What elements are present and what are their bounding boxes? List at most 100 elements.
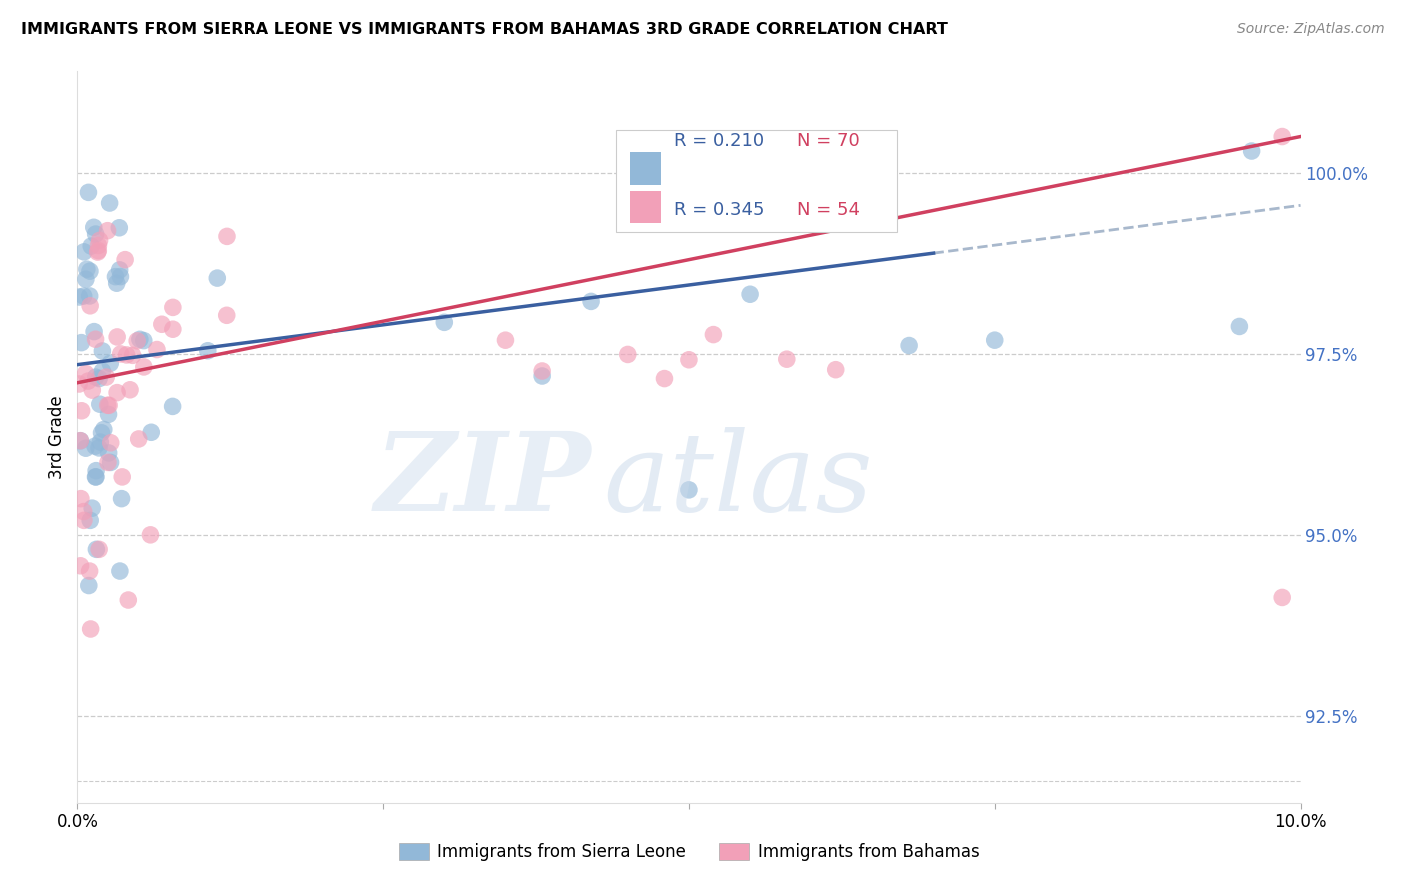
Point [82,383,104,397]
Point [1229,319,1251,334]
Point [162,400,184,414]
Point [89,397,111,411]
Point [70,491,93,506]
Text: ZIP: ZIP [374,427,591,534]
Point [132,359,155,374]
Text: N = 54: N = 54 [797,201,859,219]
Point [110,269,132,284]
Point [70,335,93,350]
Point [495,333,517,347]
Point [678,483,700,497]
Point [531,369,554,384]
Point [89,435,111,450]
Point [89,233,111,247]
Point [579,294,602,309]
Point [79,264,101,278]
Point [76,262,98,277]
Point [73,244,96,259]
Point [69,434,91,448]
Point [118,383,141,397]
Point [77,578,100,592]
Point [79,564,101,578]
Point [77,374,100,388]
Point [121,348,143,362]
Point [98,356,121,370]
Point [80,239,103,253]
Point [90,425,112,440]
Point [79,513,101,527]
Point [150,318,173,332]
Point [114,252,136,267]
Point [127,334,149,348]
Text: atlas: atlas [603,427,873,534]
Point [128,432,150,446]
Point [215,308,238,322]
Point [79,289,101,303]
Point [87,238,110,252]
Point [96,370,118,384]
Point [69,558,91,573]
Point [98,398,121,412]
Point [67,376,90,391]
Point [162,322,184,336]
Text: N = 70: N = 70 [797,132,859,151]
Point [84,227,107,241]
Point [139,528,162,542]
Point [146,343,169,357]
Point [86,245,108,260]
Point [1240,144,1263,158]
Point [97,455,120,469]
Point [98,196,121,211]
Point [617,347,640,361]
Point [115,348,138,362]
Text: R = 0.210: R = 0.210 [675,132,765,151]
Text: Source: ZipAtlas.com: Source: ZipAtlas.com [1237,22,1385,37]
Point [824,362,846,376]
Point [84,370,107,384]
Point [97,446,120,460]
Point [104,269,127,284]
Point [105,385,128,400]
Point [79,622,101,636]
FancyBboxPatch shape [630,191,661,224]
Point [97,398,120,412]
Point [740,287,762,301]
Point [1271,129,1294,144]
Point [132,334,155,348]
Point [77,186,100,200]
Point [128,332,150,346]
Point [84,470,107,484]
Point [108,263,131,277]
Point [197,343,219,358]
FancyBboxPatch shape [616,130,897,232]
Point [87,244,110,258]
Point [215,229,238,244]
Point [105,330,128,344]
Point [105,276,128,290]
Point [984,333,1007,347]
Point [800,150,823,164]
Point [84,464,107,478]
Point [110,491,132,506]
Point [73,504,96,518]
Point [100,435,122,450]
Point [117,593,139,607]
Point [108,564,131,578]
Text: R = 0.345: R = 0.345 [675,201,765,219]
Point [84,332,107,346]
Point [67,290,90,304]
Point [433,315,456,329]
Point [108,220,131,235]
Point [83,325,105,339]
Point [73,289,96,303]
Point [97,224,120,238]
Point [83,220,105,235]
Point [69,434,91,448]
Point [84,439,107,453]
Point [111,470,134,484]
Point [702,327,724,342]
Point [110,347,132,361]
Point [93,422,115,436]
Point [162,301,184,315]
Legend: Immigrants from Sierra Leone, Immigrants from Bahamas: Immigrants from Sierra Leone, Immigrants… [392,836,986,868]
